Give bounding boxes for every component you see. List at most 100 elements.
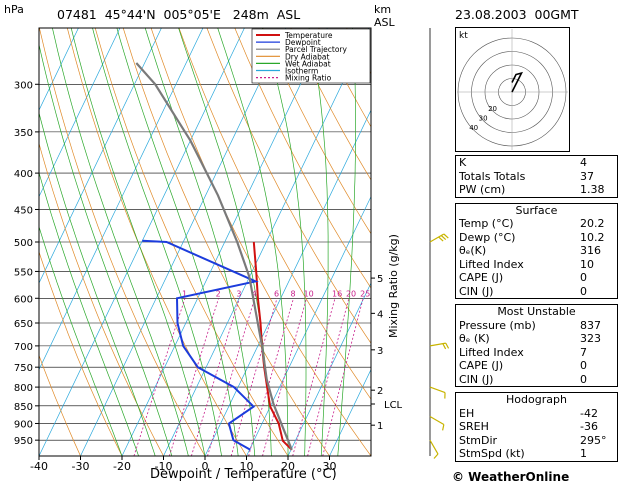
wind-barb-flag — [443, 233, 449, 239]
isotherm-line — [329, 368, 371, 456]
hodograph-line — [511, 71, 523, 93]
index-label: CAPE (J) — [459, 271, 504, 284]
isotherm-line — [39, 28, 79, 111]
index-row: PW (cm) 1.38 — [456, 183, 617, 197]
index-row: Totals Totals 37 — [456, 170, 617, 184]
indices-box: K 4 Totals Totals 37 PW (cm) 1.38 — [455, 155, 618, 198]
index-row: CAPE (J) 0 — [456, 359, 617, 373]
pressure-tick-label: 300 — [14, 80, 33, 91]
hodograph-ring-label: 20 — [488, 105, 497, 113]
hodograph-ring-label: 30 — [479, 114, 488, 122]
pressure-tick-label: 400 — [14, 169, 33, 180]
pressure-tick-label: 650 — [14, 319, 33, 330]
most-unstable-box: Most Unstable Pressure (mb) 837 θₑ (K) 323 L… — [455, 304, 618, 387]
mixing-ratio-label: 2 — [216, 289, 221, 298]
credit-label: © WeatherOnline — [452, 470, 570, 484]
index-label: K — [459, 156, 467, 169]
index-value: 4 — [580, 156, 587, 169]
mixing-ratio-label: 3 — [236, 289, 241, 298]
pressure-tick-label: 850 — [14, 402, 33, 413]
mixing-ratio-label: 25 — [360, 289, 370, 298]
index-value: 10 — [580, 257, 594, 271]
legend-entry: Temperature — [284, 31, 333, 40]
mixing-ratio-label: 16 — [332, 289, 342, 298]
mixing-ratio-line — [307, 298, 350, 456]
index-value: 0 — [580, 284, 587, 298]
wind-barb-flag — [433, 453, 439, 459]
wind-barb-flag — [445, 342, 450, 349]
wind-barb — [429, 386, 446, 394]
pressure-tick-label: 550 — [14, 267, 33, 278]
surface-title: Surface — [515, 203, 558, 217]
dry-adiabat-line — [262, 28, 371, 235]
index-value: 10.2 — [580, 230, 605, 244]
temperature-tick-label: 30 — [323, 460, 337, 473]
pressure-tick-label: 700 — [14, 342, 33, 353]
dry-adiabat-line — [206, 28, 371, 344]
parcel-trajectory-trace — [135, 62, 293, 451]
index-row: CAPE (J) 0 — [456, 271, 617, 285]
index-label: SREH — [459, 420, 489, 433]
wet-adiabat-line — [261, 28, 307, 456]
index-row: Lifted Index 10 — [456, 258, 617, 272]
mixing-ratio-line — [248, 298, 294, 456]
pressure-tick-label: 950 — [14, 436, 33, 447]
mixing-ratio-label: 1 — [182, 289, 187, 298]
wet-adiabat-line — [92, 28, 222, 456]
index-value: 1.38 — [580, 183, 605, 196]
wind-barb-flag — [442, 424, 445, 431]
wind-barb-flag — [440, 235, 447, 240]
isotherm-line — [121, 28, 328, 456]
height-unit-asl: ASL — [374, 16, 396, 29]
dry-adiabat-line — [66, 28, 247, 456]
height-tick-label: 3 — [377, 346, 383, 357]
mixing-ratio-label: 4 — [252, 289, 257, 298]
hodograph-stats-title: Hodograph — [506, 393, 567, 406]
isotherm-line — [246, 195, 371, 456]
mixing-ratio-line — [169, 298, 219, 456]
dry-adiabat-line — [94, 28, 289, 456]
height-tick-label: 2 — [377, 386, 383, 397]
isotherm-line — [39, 28, 121, 198]
dry-adiabat-line — [122, 28, 330, 456]
index-label: Totals Totals — [459, 169, 526, 183]
pressure-tick-label: 600 — [14, 294, 33, 305]
index-row: Temp (°C) 20.2 — [456, 217, 617, 231]
pressure-unit-label: hPa — [4, 3, 24, 16]
index-row: EH -42 — [456, 407, 617, 421]
mixing-ratio-line — [322, 298, 364, 456]
mixing-ratio-label: 20 — [346, 289, 356, 298]
wind-barbs — [429, 28, 450, 459]
index-row: θₑ (K) 323 — [456, 332, 617, 346]
pressure-tick-label: 500 — [14, 238, 33, 249]
index-value: 316 — [580, 244, 601, 257]
index-value: 837 — [580, 318, 601, 332]
index-label: Lifted Index — [459, 345, 524, 359]
index-label: PW (cm) — [459, 183, 506, 196]
index-row: θₑ(K) 316 — [456, 244, 617, 258]
wet-adiabat-line — [116, 28, 239, 456]
index-value: -36 — [580, 420, 598, 433]
wet-adiabat-line — [308, 28, 329, 456]
wind-barb-flag — [438, 236, 444, 242]
temperature-tick-label: 0 — [202, 460, 209, 473]
pressure-tick-label: 800 — [14, 383, 33, 394]
station-info: 07481 45°44'N 005°05'E 248m ASL — [57, 7, 300, 22]
mixing-ratio-axis-title: Mixing Ratio (g/kg) — [387, 234, 400, 338]
temperature-tick-label: -10 — [155, 460, 173, 473]
isotherm-line — [39, 28, 245, 456]
background-lines — [39, 28, 371, 456]
index-value: 7 — [580, 345, 587, 359]
index-value: 295° — [580, 433, 607, 447]
index-label: StmDir — [459, 433, 498, 447]
height-tick-label: 5 — [377, 274, 383, 285]
wind-barb-flag — [442, 343, 447, 350]
mixing-ratio-line — [133, 298, 186, 456]
legend-entry: Dewpoint — [285, 38, 321, 47]
pressure-tick-label: 350 — [14, 128, 33, 139]
index-value: 323 — [580, 332, 601, 345]
